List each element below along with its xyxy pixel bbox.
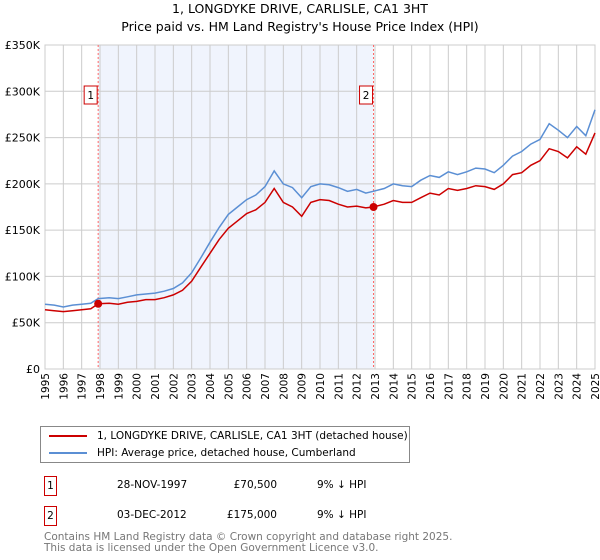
x-tick-label: 2018	[462, 373, 474, 400]
x-tick-label: 2008	[278, 373, 290, 400]
sale-price: £175,000	[226, 509, 277, 521]
sale-date: 28-NOV-1997	[117, 479, 188, 491]
x-tick-label: 2000	[132, 373, 144, 400]
shaded-ownership-period	[98, 45, 374, 369]
plot-border	[44, 44, 596, 370]
x-tick-label: 2002	[168, 373, 180, 400]
x-tick-label: 2020	[498, 373, 510, 400]
x-tick-label: 2014	[388, 373, 400, 400]
property-price-line	[44, 132, 596, 313]
y-tick-label: £300K	[5, 85, 41, 98]
x-tick-label: 1995	[40, 373, 52, 400]
chart-subtitle: Price paid vs. HM Land Registry's House …	[121, 19, 479, 34]
sale-badge: 2	[44, 506, 57, 526]
legend-label: HPI: Average price, detached house, Cumb…	[97, 447, 356, 459]
sale-row: 1 28-NOV-1997 £70,500 9% ↓ HPI	[40, 476, 440, 496]
x-tick-label: 2009	[297, 373, 309, 400]
y-tick-label: £150K	[5, 224, 41, 237]
sale-point	[369, 203, 378, 211]
y-tick-label: £350K	[5, 39, 41, 52]
sale-hpi-diff: 9% ↓ HPI	[317, 509, 367, 521]
legend-swatch-blue	[49, 452, 87, 454]
legend-item-property: 1, LONGDYKE DRIVE, CARLISLE, CA1 3HT (de…	[49, 428, 408, 444]
x-tick-label: 1999	[113, 373, 125, 400]
sale-marker-label: 1	[87, 90, 94, 102]
y-tick-label: £50K	[12, 317, 41, 330]
y-tick-label: £250K	[5, 132, 41, 145]
x-tick-label: 2003	[187, 373, 199, 400]
y-tick-label: £200K	[5, 178, 41, 191]
legend: 1, LONGDYKE DRIVE, CARLISLE, CA1 3HT (de…	[40, 426, 410, 463]
x-tick-label: 2025	[590, 373, 600, 400]
x-tick-label: 2015	[407, 373, 419, 400]
x-tick-label: 2005	[223, 373, 235, 400]
sale-row: 2 03-DEC-2012 £175,000 9% ↓ HPI	[40, 506, 440, 526]
x-tick-label: 2007	[260, 373, 272, 400]
chart-title: 1, LONGDYKE DRIVE, CARLISLE, CA1 3HT	[172, 1, 428, 16]
sale-marker-box	[83, 85, 98, 105]
x-tick-label: 2004	[205, 373, 217, 400]
legend-swatch-red	[49, 435, 87, 437]
x-tick-label: 2006	[242, 373, 254, 400]
footer-copyright: Contains HM Land Registry data © Crown c…	[44, 531, 453, 543]
x-tick-label: 2012	[352, 373, 364, 400]
sale-marker-label: 2	[363, 90, 370, 102]
x-tick-label: 2001	[150, 373, 162, 400]
hpi-line	[44, 109, 596, 308]
sale-badge: 1	[44, 476, 57, 496]
sale-price: £70,500	[233, 479, 277, 491]
y-tick-label: £0	[26, 363, 40, 376]
x-tick-label: 2013	[370, 373, 382, 400]
x-tick-label: 2022	[535, 373, 547, 400]
x-tick-label: 2023	[553, 373, 565, 400]
price-chart: 1995 1996 1997 1998 1999 2000 2001 2002 2003 2004…	[5, 39, 600, 400]
x-tick-label: 2017	[443, 373, 455, 400]
sale-date: 03-DEC-2012	[117, 509, 187, 521]
legend-item-hpi: HPI: Average price, detached house, Cumb…	[49, 445, 356, 461]
x-tick-label: 2010	[315, 373, 327, 400]
sale-marker-box	[359, 85, 374, 105]
sale-point	[94, 299, 103, 308]
legend-label: 1, LONGDYKE DRIVE, CARLISLE, CA1 3HT (de…	[97, 430, 408, 442]
sale-hpi-diff: 9% ↓ HPI	[317, 479, 367, 491]
x-tick-label: 2021	[517, 373, 529, 400]
x-tick-label: 2016	[425, 373, 437, 400]
x-tick-label: 1996	[58, 373, 70, 400]
y-tick-label: £100K	[5, 270, 41, 283]
x-tick-label: 1998	[95, 373, 107, 400]
x-tick-label: 2011	[333, 373, 345, 400]
x-tick-label: 2019	[480, 373, 492, 400]
x-tick-label: 2024	[572, 373, 584, 400]
x-tick-label: 1997	[77, 373, 89, 400]
footer-licence: This data is licensed under the Open Gov…	[44, 542, 379, 554]
